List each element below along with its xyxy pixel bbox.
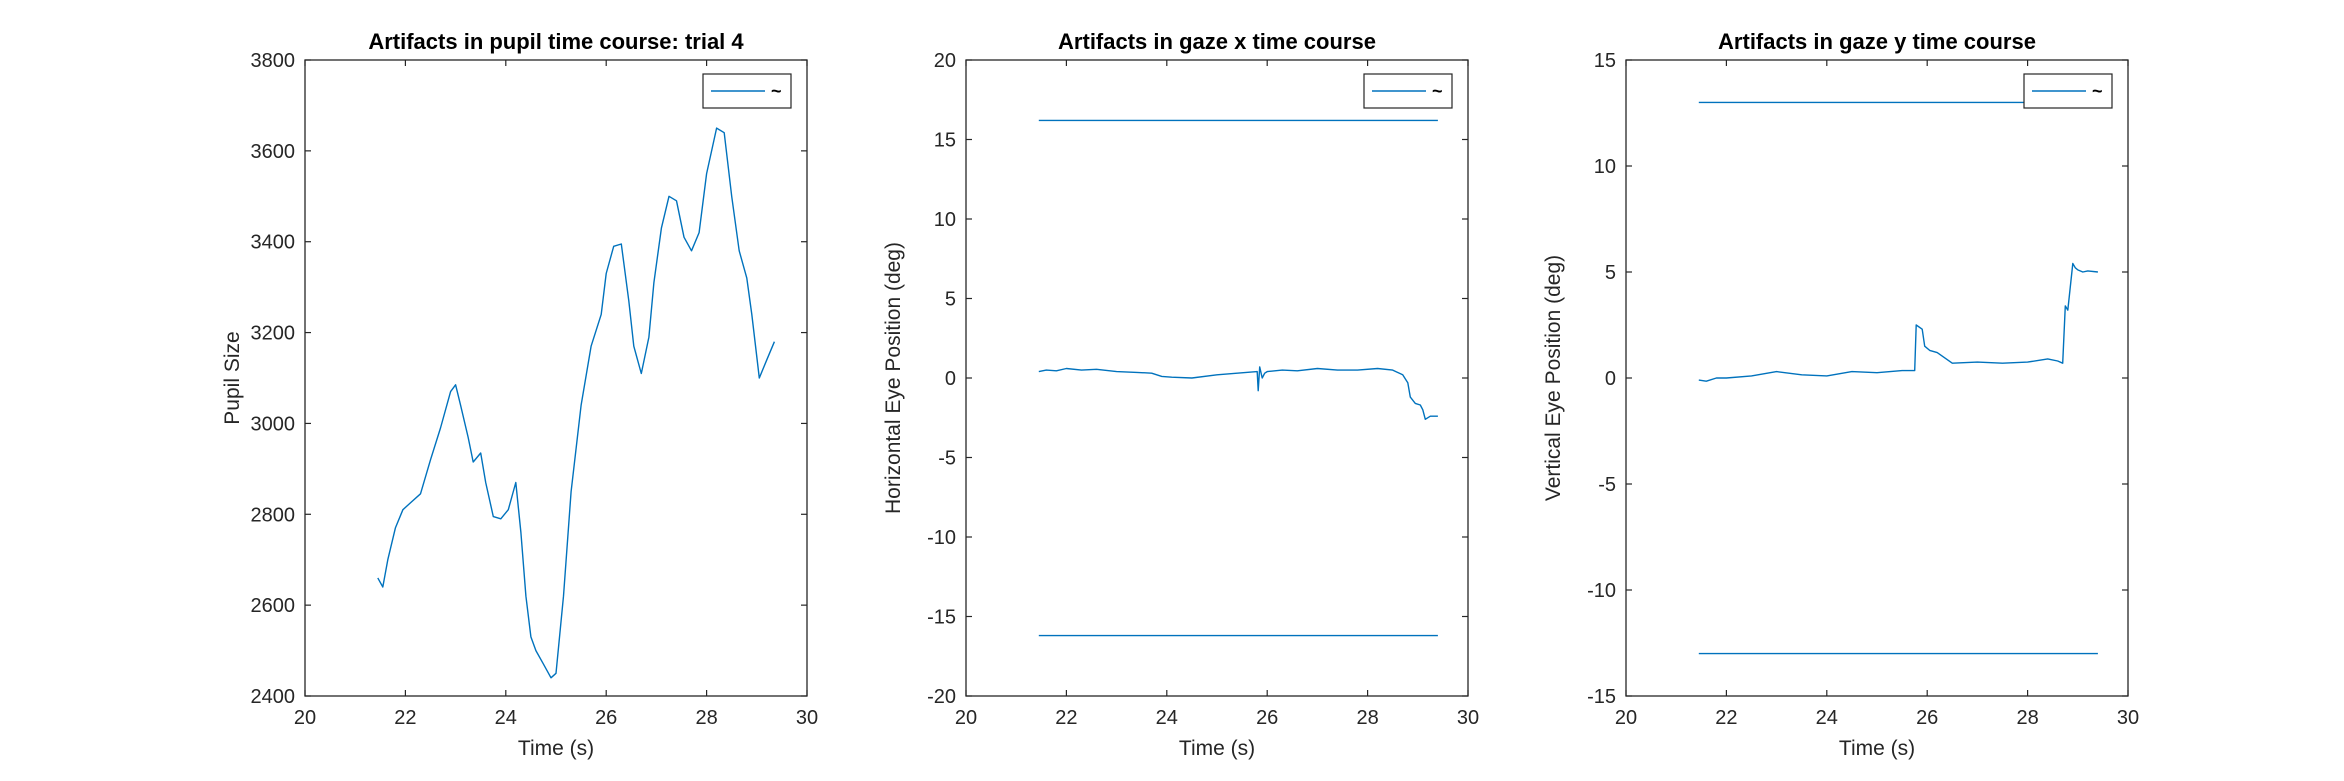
x-tick-label: 28	[695, 707, 717, 729]
plot-area	[1625, 59, 2129, 697]
y-tick-label: 2400	[251, 686, 296, 708]
y-tick-label: 3000	[251, 413, 296, 435]
y-axis-label: Horizontal Eye Position (deg)	[882, 242, 905, 514]
x-tick-label: 24	[1816, 707, 1838, 729]
x-tick-label: 22	[394, 707, 416, 729]
y-tick-label: 10	[1594, 156, 1616, 178]
x-tick-label: 20	[955, 707, 977, 729]
x-axis-label: Time (s)	[518, 737, 594, 760]
y-tick-label: -5	[938, 448, 956, 470]
chart-title: Artifacts in gaze y time course	[1718, 29, 2036, 54]
y-tick-label: 0	[1605, 368, 1616, 390]
x-tick-label: 24	[1156, 707, 1178, 729]
chart-panel-1: 20 22 24 26 28 30 2400 2600 2800 3000 3200 3400 3600…	[221, 29, 818, 760]
legend-entry: ~	[771, 81, 782, 101]
x-tick-label: 28	[2016, 707, 2038, 729]
y-axis-label: Pupil Size	[221, 331, 244, 424]
y-tick-label: 5	[945, 289, 956, 311]
legend: ~	[702, 73, 792, 109]
x-tick-label: 26	[1256, 707, 1278, 729]
y-tick-label: -10	[927, 527, 956, 549]
x-tick-label: 26	[1916, 707, 1938, 729]
legend: ~	[1363, 73, 1453, 109]
x-tick-label: 24	[495, 707, 517, 729]
x-tick-label: 20	[1615, 707, 1637, 729]
x-tick-label: 22	[1055, 707, 1077, 729]
legend-entry: ~	[2092, 81, 2103, 101]
y-tick-label: 3600	[251, 141, 296, 163]
x-tick-label: 30	[1457, 707, 1479, 729]
y-tick-label: -10	[1587, 580, 1616, 602]
y-tick-label: -20	[927, 686, 956, 708]
y-tick-label: -5	[1598, 474, 1616, 496]
y-tick-label: 5	[1605, 262, 1616, 284]
x-tick-label: 26	[595, 707, 617, 729]
y-tick-label: 15	[934, 130, 956, 152]
y-tick-label: 2600	[251, 595, 296, 617]
y-tick-label: 15	[1594, 50, 1616, 72]
y-tick-label: 3400	[251, 232, 296, 254]
plot-area	[965, 59, 1469, 697]
x-axis-label: Time (s)	[1179, 737, 1255, 760]
chart-panel-3: 20 22 24 26 28 30 -15 -10 -5 0 5 10 15 Artifacts in g…	[1542, 29, 2139, 760]
x-tick-label: 30	[796, 707, 818, 729]
series-line-1	[1698, 262, 2098, 382]
y-tick-label: 10	[934, 209, 956, 231]
chart-panel-2: 20 22 24 26 28 30 -20 -15 -10 -5 0 5 10 15 20 Artifacts…	[882, 29, 1479, 760]
x-tick-label: 28	[1356, 707, 1378, 729]
legend-entry: ~	[1432, 81, 1443, 101]
plot-area	[304, 59, 808, 697]
y-tick-label: 2800	[251, 504, 296, 526]
x-tick-label: 20	[294, 707, 316, 729]
legend: ~	[2023, 73, 2113, 109]
y-tick-label: -15	[927, 607, 956, 629]
y-tick-label: -15	[1587, 686, 1616, 708]
y-tick-label: 20	[934, 50, 956, 72]
y-tick-label: 0	[945, 368, 956, 390]
series-line-1	[1038, 366, 1438, 420]
y-axis-label: Vertical Eye Position (deg)	[1542, 255, 1565, 501]
y-tick-label: 3200	[251, 323, 296, 345]
x-tick-label: 22	[1715, 707, 1737, 729]
chart-title: Artifacts in pupil time course: trial 4	[368, 29, 744, 54]
x-tick-label: 30	[2117, 707, 2139, 729]
chart-title: Artifacts in gaze x time course	[1058, 29, 1376, 54]
series-line-1	[377, 127, 776, 679]
x-axis-label: Time (s)	[1839, 737, 1915, 760]
y-tick-label: 3800	[251, 50, 296, 72]
